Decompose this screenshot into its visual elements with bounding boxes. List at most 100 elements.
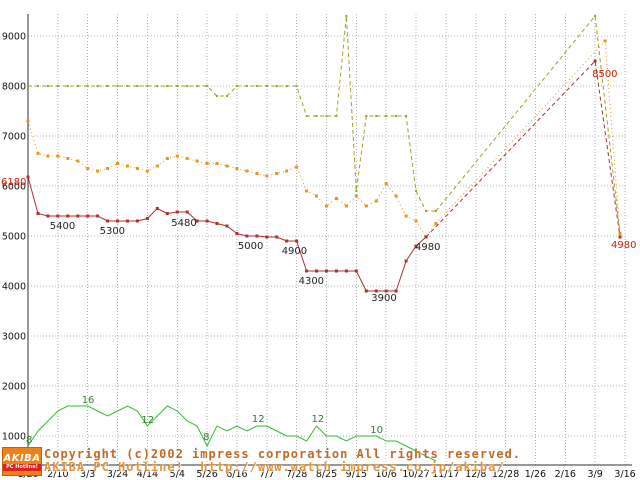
data-point-marker <box>26 175 30 179</box>
series-lowest-price-gap <box>425 59 621 238</box>
data-point-marker <box>235 232 239 235</box>
data-point-marker <box>275 172 279 175</box>
x-tick-label: 12/28 <box>492 469 519 480</box>
data-point-marker <box>66 214 70 218</box>
data-point-marker <box>145 217 149 220</box>
data-label: 5000 <box>238 241 263 252</box>
data-point-marker <box>245 234 249 238</box>
data-point-marker <box>56 85 59 87</box>
series-highest-price-gap <box>435 14 621 234</box>
data-label: 4300 <box>299 276 324 287</box>
data-point-marker <box>76 85 79 87</box>
data-point-marker <box>404 259 408 263</box>
x-tick-label: 2/16 <box>555 469 576 480</box>
x-tick-label: 12/8 <box>465 469 486 480</box>
data-point-marker <box>96 85 99 87</box>
data-point-marker <box>37 85 39 87</box>
data-point-marker <box>226 95 228 97</box>
data-point-marker <box>135 219 139 223</box>
data-point-marker <box>394 289 398 293</box>
data-point-marker <box>76 214 80 218</box>
x-tick-label: 1/26 <box>525 469 546 480</box>
data-label: 12 <box>141 415 154 426</box>
data-point-marker <box>384 182 388 185</box>
data-point-marker <box>265 235 269 239</box>
x-tick-label: 1/20 <box>17 469 38 480</box>
data-point-marker <box>334 197 338 200</box>
data-point-marker <box>315 194 318 198</box>
data-point-marker <box>126 164 129 168</box>
data-point-marker <box>86 85 89 87</box>
data-label: 12 <box>312 414 325 425</box>
data-point-marker <box>255 234 259 238</box>
data-point-marker <box>414 219 418 223</box>
data-point-marker <box>344 204 348 208</box>
x-tick-label: 5/26 <box>196 469 217 480</box>
data-point-marker <box>374 289 378 293</box>
data-point-marker <box>365 115 368 117</box>
data-point-marker <box>106 85 109 87</box>
data-point-marker <box>285 239 289 243</box>
data-point-marker <box>175 210 179 214</box>
data-point-marker <box>96 169 100 173</box>
data-point-marker <box>364 289 368 293</box>
data-point-marker <box>116 219 119 223</box>
data-point-marker <box>27 85 29 87</box>
x-tick-label: 3/9 <box>588 469 603 480</box>
data-point-marker <box>216 95 218 97</box>
data-point-marker <box>245 169 249 173</box>
data-point-marker <box>424 235 428 239</box>
data-point-marker <box>345 15 348 17</box>
y-tick-label: 6000 <box>2 182 26 193</box>
y-tick-label: 1000 <box>2 432 26 443</box>
data-point-marker <box>325 204 328 208</box>
data-point-marker <box>305 115 308 117</box>
data-label: 5300 <box>100 226 125 237</box>
x-tick-label: 3/24 <box>107 469 128 480</box>
data-point-marker <box>176 85 179 87</box>
data-point-marker <box>354 194 358 198</box>
data-point-marker <box>96 214 100 218</box>
data-point-marker <box>86 167 90 170</box>
data-point-marker <box>46 214 50 218</box>
data-label: 8500 <box>592 69 617 80</box>
data-point-marker <box>335 115 338 117</box>
data-point-marker <box>66 157 70 160</box>
data-label: 8 <box>203 432 209 443</box>
data-point-marker <box>285 169 289 173</box>
data-point-marker <box>136 85 139 87</box>
data-label: 5400 <box>50 221 75 232</box>
data-point-marker <box>225 164 229 168</box>
data-point-marker <box>295 165 299 169</box>
data-point-marker <box>594 15 597 17</box>
data-point-marker <box>195 219 199 223</box>
data-point-marker <box>185 157 189 160</box>
data-point-marker <box>116 162 119 165</box>
data-label: 16 <box>82 395 95 406</box>
data-point-marker <box>116 85 119 87</box>
data-point-marker <box>175 154 179 158</box>
data-point-marker <box>305 189 309 193</box>
data-point-marker <box>36 212 40 215</box>
x-tick-label: 10/27 <box>402 469 429 480</box>
data-point-marker <box>26 119 30 123</box>
data-label: 4900 <box>282 246 307 257</box>
y-tick-label: 9000 <box>2 32 26 43</box>
data-point-marker <box>155 207 159 210</box>
data-point-marker <box>295 85 298 87</box>
data-point-marker <box>425 210 427 212</box>
data-point-marker <box>156 85 159 87</box>
data-point-marker <box>255 172 259 175</box>
data-label: 12 <box>252 414 265 425</box>
data-point-marker <box>384 289 388 293</box>
x-tick-label: 11/17 <box>432 469 459 480</box>
x-tick-label: 2/10 <box>47 469 68 480</box>
data-point-marker <box>185 210 189 214</box>
data-label: 4980 <box>611 240 636 251</box>
data-point-marker <box>235 167 239 170</box>
x-tick-label: 8/25 <box>316 469 337 480</box>
data-point-marker <box>36 152 40 155</box>
data-point-marker <box>325 269 328 273</box>
data-point-marker <box>126 219 129 223</box>
series-highest-price <box>28 15 436 212</box>
